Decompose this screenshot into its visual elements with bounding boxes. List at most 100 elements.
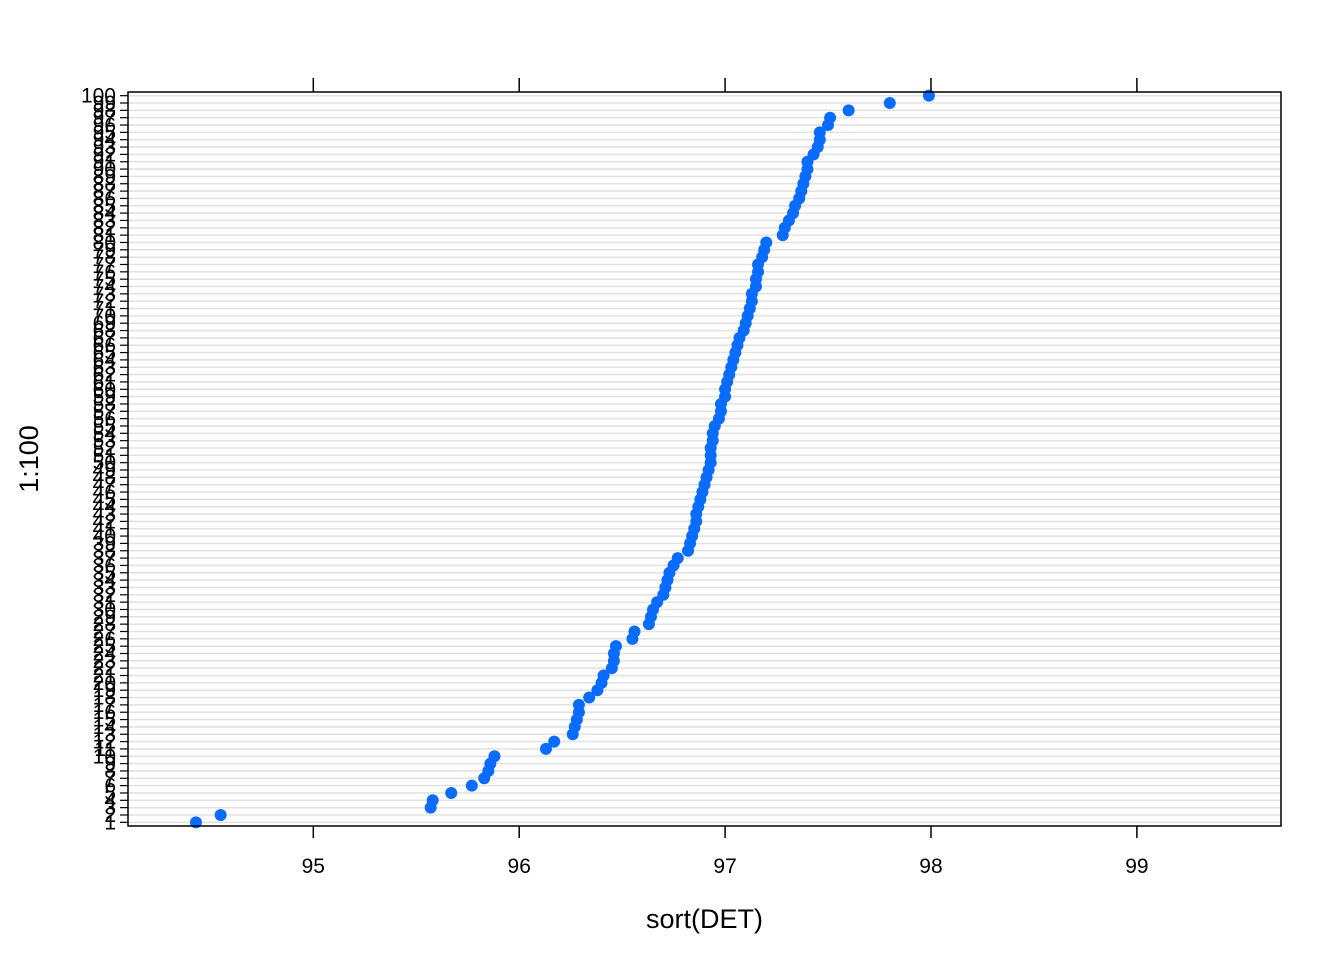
y-tick-label: 22	[93, 657, 116, 680]
y-tick-label: 77	[93, 253, 116, 276]
x-tick-label: 97	[713, 855, 736, 878]
y-tick-label: 94	[93, 129, 117, 152]
y-tick-label: 3	[104, 797, 116, 820]
y-tick-label: 32	[93, 584, 116, 607]
y-tick-label: 28	[93, 613, 116, 636]
data-point	[813, 126, 826, 139]
y-tick-label: 58	[93, 393, 116, 416]
y-tick-label: 1	[104, 811, 116, 834]
y-tick-label: 52	[93, 437, 116, 460]
x-tick-label: 99	[1125, 855, 1148, 878]
y-tick-label: 23	[93, 650, 116, 673]
y-tick-label: 72	[93, 290, 116, 313]
data-point	[572, 698, 585, 711]
y-tick-label: 64	[93, 349, 117, 372]
y-tick-label: 29	[93, 606, 116, 629]
y-tick-label: 92	[93, 143, 116, 166]
y-tick-label: 38	[93, 540, 116, 563]
y-tick-label: 76	[93, 261, 116, 284]
y-tick-label: 27	[93, 620, 116, 643]
x-axis-title: sort(DET)	[646, 904, 763, 934]
y-tick-label: 45	[93, 488, 116, 511]
y-tick-label: 36	[93, 554, 116, 577]
y-tick-label: 71	[93, 298, 116, 321]
y-tick-label: 87	[93, 180, 116, 203]
y-tick-label: 98	[93, 99, 116, 122]
y-tick-label: 17	[93, 694, 116, 717]
y-tick-label: 91	[93, 151, 116, 174]
y-tick-label: 9	[104, 753, 116, 776]
y-tick-label: 14	[93, 716, 117, 739]
y-tick-label: 56	[93, 408, 116, 431]
y-tick-label: 16	[93, 701, 116, 724]
y-tick-label: 20	[93, 672, 116, 695]
y-tick-label: 35	[93, 562, 116, 585]
y-tick-label: 70	[93, 305, 116, 328]
y-tick-label: 75	[93, 268, 116, 291]
y-tick-label: 47	[93, 474, 116, 497]
y-tick-label: 41	[93, 518, 116, 541]
data-point	[445, 786, 458, 799]
y-tick-label: 59	[93, 386, 116, 409]
y-tick-label: 4	[104, 789, 116, 812]
y-tick-label: 5	[104, 782, 116, 805]
grid-lines	[128, 94, 1281, 824]
y-tick-label: 8	[104, 760, 116, 783]
data-point	[842, 104, 855, 117]
y-tick-label: 6	[104, 775, 116, 798]
y-tick-label: 74	[93, 276, 117, 299]
plot-frame	[127, 91, 1282, 827]
y-axis: 1234567891011121314151617181920212223242…	[81, 85, 128, 834]
y-tick-label: 25	[93, 635, 116, 658]
y-tick-label: 19	[93, 679, 116, 702]
y-tick-label: 44	[93, 496, 117, 519]
y-tick-label: 100	[81, 85, 116, 108]
y-tick-label: 85	[93, 195, 116, 218]
y-tick-label: 33	[93, 576, 116, 599]
y-tick-label: 88	[93, 173, 116, 196]
y-axis-title: 1:100	[14, 425, 44, 493]
y-tick-label: 81	[93, 224, 116, 247]
data-point	[597, 669, 610, 682]
y-tick-label: 42	[93, 510, 116, 533]
y-tick-label: 78	[93, 246, 116, 269]
y-tick-label: 26	[93, 628, 116, 651]
y-tick-label: 61	[93, 371, 116, 394]
y-tick-label: 43	[93, 503, 116, 526]
y-tick-label: 69	[93, 312, 116, 335]
y-tick-label: 51	[93, 444, 116, 467]
y-tick-label: 95	[93, 121, 116, 144]
y-tick-label: 86	[93, 187, 116, 210]
y-tick-label: 99	[93, 92, 116, 115]
y-tick-label: 55	[93, 415, 116, 438]
y-tick-label: 96	[93, 114, 116, 137]
y-tick-label: 30	[93, 598, 116, 621]
y-tick-label: 48	[93, 466, 116, 489]
y-tick-label: 31	[93, 591, 116, 614]
y-tick-label: 84	[93, 202, 117, 225]
y-tick-label: 2	[104, 804, 116, 827]
y-tick-label: 73	[93, 283, 116, 306]
data-point	[583, 691, 596, 704]
y-tick-label: 97	[93, 107, 116, 130]
data-point	[465, 779, 478, 792]
y-tick-label: 62	[93, 364, 116, 387]
x-tick-label: 96	[508, 855, 531, 878]
y-tick-label: 34	[93, 569, 117, 592]
y-tick-label: 83	[93, 209, 116, 232]
data-point	[214, 808, 227, 821]
y-tick-label: 11	[94, 738, 116, 761]
y-tick-label: 49	[93, 459, 116, 482]
y-tick-label: 57	[93, 400, 116, 423]
y-tick-label: 13	[93, 723, 116, 746]
data-point	[671, 552, 684, 565]
y-tick-label: 93	[93, 136, 116, 159]
y-tick-label: 60	[93, 378, 116, 401]
y-tick-label: 68	[93, 320, 116, 343]
y-tick-label: 21	[93, 665, 116, 688]
x-tick-label: 95	[302, 855, 325, 878]
y-tick-label: 80	[93, 231, 116, 254]
y-tick-label: 54	[93, 422, 117, 445]
y-tick-label: 39	[93, 532, 116, 555]
